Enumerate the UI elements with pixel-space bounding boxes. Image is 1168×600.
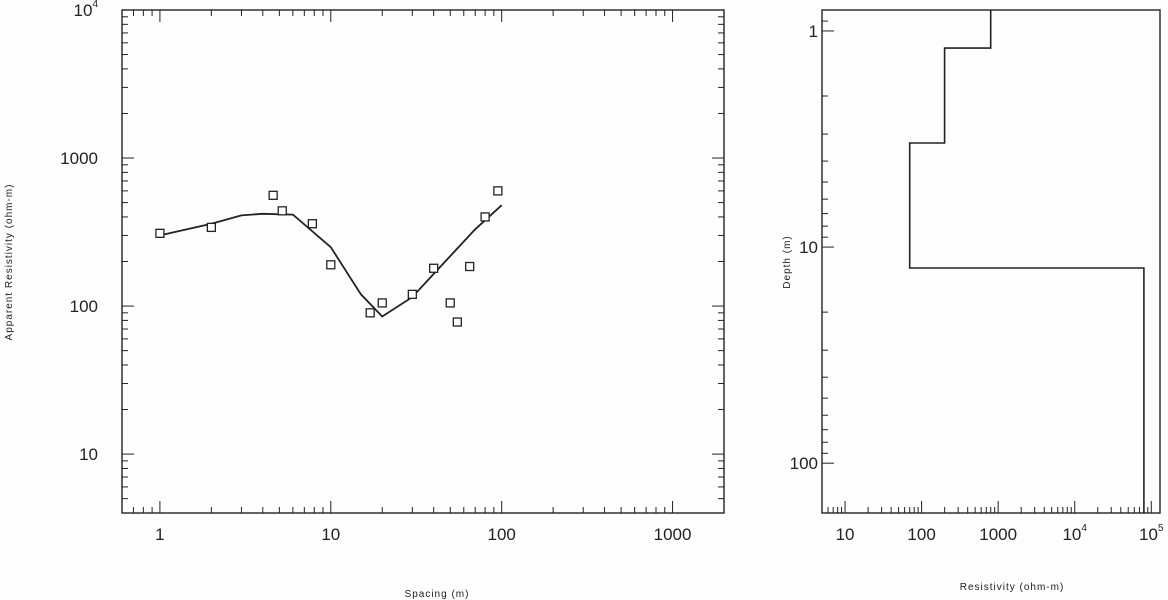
tick-label: 10	[321, 525, 340, 544]
tick-label: 100	[70, 297, 98, 316]
tick-label: 100	[487, 525, 515, 544]
apparent-resistivity-chart: 1 10 100 1000 10 100 1000 104 Spacing (m) Appa…	[4, 0, 725, 600]
tick-label: 1000	[654, 525, 692, 544]
tick-label: 1	[155, 525, 164, 544]
layered-model-line	[908, 10, 1145, 513]
model-fit-line	[159, 204, 503, 318]
tick-label: 100	[790, 454, 818, 473]
plot-frame	[821, 9, 1161, 514]
data-point	[307, 219, 318, 229]
y-tick-labels: 10 100 1000 104	[60, 0, 98, 464]
tick-marks	[121, 9, 725, 514]
tick-label: 10	[836, 525, 855, 544]
data-point	[407, 289, 417, 299]
data-point	[277, 206, 287, 216]
data-point	[493, 186, 503, 196]
data-point	[465, 261, 475, 272]
data-point	[326, 260, 336, 270]
y-tick-labels: 1 10 100	[790, 22, 818, 473]
data-point	[377, 298, 387, 308]
tick-label: 1000	[60, 149, 98, 168]
tick-label: 104	[74, 0, 99, 20]
tick-label: 10	[79, 445, 98, 464]
resistivity-depth-model-chart: 10 100 1000 104 105 1 10 100 Resistivity (ohm-…	[782, 9, 1164, 593]
data-point	[206, 222, 217, 233]
tick-label: 105	[1139, 523, 1164, 544]
tick-label: 1	[809, 22, 818, 41]
data-point	[480, 212, 490, 222]
tick-label: 100	[907, 525, 935, 544]
x-tick-labels: 1 10 100 1000	[155, 525, 691, 544]
layered-model-curve	[908, 10, 1145, 513]
x-tick-labels: 10 100 1000 104 105	[836, 523, 1164, 544]
data-point	[268, 190, 278, 200]
data-point	[429, 263, 439, 273]
x-axis-title: Resistivity (ohm-m)	[960, 582, 1065, 593]
tick-marks	[821, 9, 1152, 513]
plot-frame	[121, 9, 725, 514]
observed-points	[155, 186, 503, 327]
data-point	[365, 308, 375, 318]
y-axis-title: Depth (m)	[782, 235, 793, 288]
model-fit-curve	[159, 204, 503, 318]
tick-label: 10	[799, 238, 818, 257]
y-axis-title: Apparent Resistivity (ohm-m)	[4, 184, 15, 341]
x-axis-title: Spacing (m)	[405, 589, 470, 600]
tick-label: 104	[1062, 523, 1087, 544]
tick-label: 1000	[979, 525, 1017, 544]
data-point	[445, 298, 455, 308]
data-point	[452, 317, 462, 327]
data-point	[155, 228, 165, 238]
